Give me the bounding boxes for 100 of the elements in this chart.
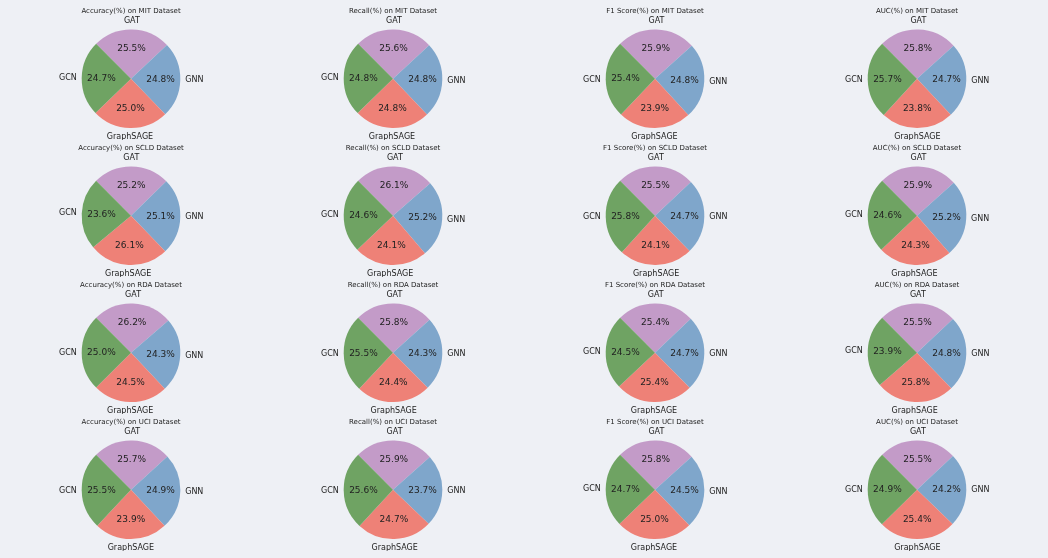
data-label: 24.5%: [670, 485, 700, 496]
data-label: 24.7%: [611, 483, 641, 494]
slice-label: GAT: [909, 289, 926, 299]
slice-label: GAT: [386, 152, 403, 162]
data-label: 23.8%: [902, 102, 932, 113]
data-label: 24.6%: [873, 209, 903, 220]
slice-label: GAT: [125, 289, 142, 299]
data-label: 24.8%: [670, 74, 700, 85]
slice-label: GraphSAGE: [106, 406, 154, 415]
data-label: 23.9%: [873, 346, 903, 357]
data-label: 25.7%: [873, 73, 903, 84]
slice-label: GNN: [185, 487, 204, 497]
data-label: 24.6%: [349, 209, 379, 220]
slice-label: GNN: [971, 76, 990, 86]
slice-label: GraphSAGE: [366, 268, 414, 278]
data-label: 24.9%: [873, 483, 903, 494]
data-label: 24.1%: [641, 239, 671, 250]
slice-label: GNN: [185, 75, 204, 85]
slice-label: GraphSAGE: [107, 543, 155, 553]
slice-label: GNN: [447, 215, 466, 225]
data-label: 25.4%: [902, 513, 932, 524]
slice-label: GCN: [58, 73, 77, 83]
slice-label: GAT: [648, 15, 665, 25]
slice-label: GCN: [58, 347, 77, 357]
data-label: 25.6%: [349, 484, 379, 495]
data-label: 24.3%: [408, 347, 438, 358]
data-label: 24.7%: [932, 74, 962, 85]
data-label: 24.9%: [146, 485, 176, 496]
slice-label: GCN: [321, 348, 339, 358]
slice-label: GCN: [582, 484, 601, 494]
data-label: 25.8%: [641, 454, 671, 465]
slice-label: GraphSAGE: [106, 132, 154, 141]
data-label: 25.5%: [87, 484, 117, 495]
data-label: 25.9%: [641, 43, 671, 54]
data-label: 25.0%: [640, 513, 670, 524]
slice-label: GNN: [971, 214, 990, 224]
slice-label: GCN: [582, 74, 601, 84]
slice-label: GraphSAGE: [631, 132, 678, 142]
slice-label: GAT: [124, 426, 141, 436]
data-label: 25.5%: [117, 43, 147, 54]
data-label: 24.1%: [377, 239, 407, 250]
slice-label: GraphSAGE: [891, 268, 938, 278]
slice-label: GAT: [123, 152, 140, 162]
slice-label: GraphSAGE: [632, 269, 680, 278]
data-label: 25.8%: [901, 376, 931, 387]
data-label: 25.0%: [116, 102, 146, 113]
data-label: 25.4%: [640, 376, 670, 387]
data-label: 24.8%: [349, 72, 379, 83]
data-label: 25.4%: [641, 317, 671, 328]
slice-label: GCN: [320, 73, 339, 83]
slice-label: GAT: [910, 152, 927, 162]
slice-label: GAT: [386, 15, 403, 25]
slice-label: GAT: [386, 289, 403, 299]
slice-label: GCN: [845, 345, 863, 355]
data-label: 25.0%: [87, 347, 117, 358]
slice-label: GNN: [709, 348, 728, 358]
data-label: 24.7%: [670, 347, 700, 358]
data-label: 24.5%: [116, 376, 146, 387]
data-label: 25.8%: [379, 317, 409, 328]
slice-label: GNN: [447, 349, 466, 359]
data-label: 26.2%: [117, 317, 147, 328]
data-label: 25.2%: [932, 211, 962, 222]
data-label: 25.5%: [641, 180, 671, 191]
slice-label: GAT: [386, 426, 403, 436]
slice-label: GraphSAGE: [630, 406, 678, 415]
data-label: 24.8%: [146, 73, 176, 84]
data-label: 24.4%: [379, 376, 409, 387]
slice-label: GCN: [844, 210, 863, 220]
data-label: 25.5%: [903, 454, 933, 465]
slice-label: GraphSAGE: [368, 132, 416, 141]
data-label: 23.6%: [87, 208, 117, 219]
slice-label: GraphSAGE: [370, 406, 417, 415]
data-label: 24.8%: [408, 73, 438, 84]
data-label: 25.9%: [379, 454, 409, 465]
slice-label: GraphSAGE: [371, 542, 418, 552]
data-label: 26.1%: [115, 239, 145, 250]
data-label: 25.5%: [903, 317, 933, 328]
slice-label: GCN: [59, 485, 77, 495]
data-label: 25.4%: [611, 73, 641, 84]
slice-label: GAT: [123, 15, 140, 25]
slice-label: GAT: [909, 426, 926, 436]
data-label: 25.1%: [146, 210, 176, 221]
data-label: 24.8%: [378, 102, 408, 113]
data-label: 23.9%: [640, 102, 670, 113]
slice-label: GNN: [185, 350, 204, 360]
data-label: 26.1%: [379, 180, 409, 191]
data-label: 25.5%: [349, 347, 379, 358]
data-label: 24.5%: [611, 346, 641, 357]
data-label: 24.2%: [932, 484, 962, 495]
data-label: 25.6%: [379, 43, 409, 54]
slice-label: GNN: [185, 211, 204, 221]
slice-label: GraphSAGE: [630, 543, 678, 552]
slice-label: GAT: [647, 152, 664, 162]
slice-label: GNN: [447, 75, 466, 85]
data-label: 23.7%: [408, 484, 438, 495]
data-label: 25.2%: [116, 180, 146, 191]
data-label: 25.9%: [903, 180, 933, 191]
slice-label: GNN: [709, 486, 728, 496]
slice-label: GCN: [845, 75, 863, 85]
slice-label: GAT: [648, 426, 665, 436]
